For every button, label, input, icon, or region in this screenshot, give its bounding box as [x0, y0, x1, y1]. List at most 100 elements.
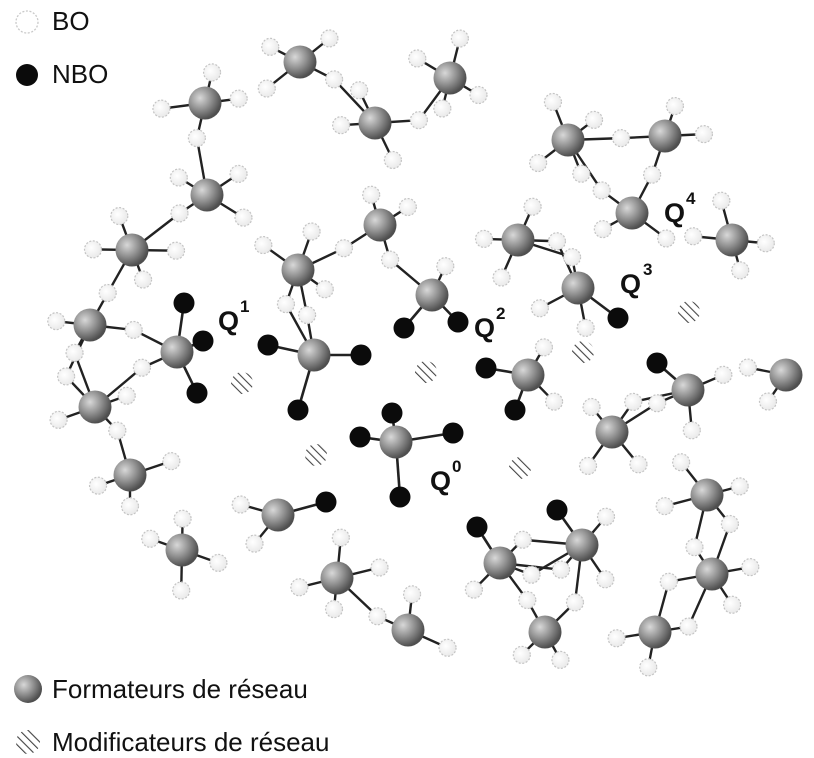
bridging-oxygen: [298, 305, 317, 325]
bridging-oxygen: [65, 343, 84, 362]
bridging-oxygen: [245, 534, 264, 553]
bridging-oxygen: [173, 509, 192, 528]
network-former: [615, 196, 649, 230]
bridging-oxygen: [229, 164, 248, 184]
network-modifier: [415, 361, 437, 383]
bridging-oxygen: [383, 150, 402, 170]
bridging-oxygen: [758, 392, 778, 411]
bridging-oxygen: [132, 358, 152, 377]
bridging-oxygen: [117, 386, 136, 405]
bridging-oxygen: [685, 538, 704, 557]
network-former: [695, 557, 729, 591]
bridging-oxygen: [209, 553, 228, 572]
bridging-oxygen: [730, 477, 749, 496]
non-bridging-oxygen: [447, 311, 469, 333]
bo-swatch-icon: [15, 9, 39, 34]
bridging-oxygen: [47, 312, 66, 331]
bridging-oxygen: [544, 392, 564, 411]
network-former: [501, 223, 535, 257]
bridging-oxygen: [331, 528, 350, 547]
bridging-oxygen: [261, 37, 280, 56]
bridging-oxygen: [572, 164, 591, 183]
legend-bo: BO: [8, 6, 90, 37]
bridging-oxygen: [731, 261, 750, 280]
former-swatch-icon: [14, 675, 42, 703]
bridging-oxygen: [738, 358, 757, 377]
network-former: [595, 415, 629, 449]
bridging-oxygen: [170, 204, 189, 223]
bridging-oxygen: [720, 514, 740, 534]
bridging-oxygen: [584, 110, 604, 129]
bridging-oxygen: [450, 29, 469, 48]
non-bridging-oxygen: [315, 491, 337, 513]
network-modifier: [572, 341, 594, 363]
bridging-oxygen: [49, 410, 68, 429]
svg-text:Q: Q: [474, 313, 495, 343]
bridging-oxygen: [436, 257, 455, 276]
network-former: [671, 373, 705, 407]
bridging-oxygen: [611, 129, 631, 148]
non-bridging-oxygen: [381, 402, 403, 424]
svg-text:4: 4: [686, 189, 696, 208]
network-former: [73, 308, 107, 342]
bridging-oxygen: [370, 558, 389, 577]
network-former: [188, 86, 222, 120]
non-bridging-oxygen: [466, 516, 488, 538]
bridging-oxygen: [398, 197, 417, 217]
network-modifier: [305, 444, 327, 466]
network-former: [78, 390, 112, 424]
non-bridging-oxygen: [393, 317, 415, 339]
bridging-oxygen: [551, 650, 570, 669]
bridging-oxygen: [187, 128, 206, 148]
network-former: [638, 615, 672, 649]
bridging-oxygen: [57, 367, 76, 386]
svg-text:Q: Q: [664, 198, 685, 228]
network-former: [160, 335, 194, 369]
bridging-oxygen: [408, 49, 427, 68]
network-former: [115, 233, 149, 267]
atoms-layer: [47, 29, 803, 677]
bridging-oxygen: [162, 452, 181, 471]
bridging-oxygen: [368, 607, 387, 626]
bridging-oxygen: [229, 89, 248, 108]
bridging-oxygen: [302, 222, 321, 241]
bridging-oxygen: [334, 239, 354, 258]
network-modifier: [509, 457, 531, 479]
network-former: [528, 615, 562, 649]
legend-formers: Formateurs de réseau: [8, 673, 308, 705]
svg-text:1: 1: [240, 297, 249, 316]
bridging-oxygen: [512, 645, 531, 664]
bridging-oxygen: [684, 227, 703, 246]
bridging-oxygen: [522, 565, 541, 584]
svg-text:0: 0: [452, 457, 461, 476]
non-bridging-oxygen: [646, 352, 668, 374]
network-former: [511, 358, 545, 392]
network-former: [565, 528, 599, 562]
bridging-oxygen: [592, 181, 611, 200]
bridging-oxygen: [665, 96, 685, 116]
svg-text:Q: Q: [218, 306, 239, 336]
non-bridging-oxygen: [350, 344, 372, 366]
bridging-oxygen: [596, 570, 615, 589]
bridging-oxygen: [576, 318, 595, 337]
non-bridging-oxygen: [192, 330, 214, 352]
non-bridging-oxygen: [186, 382, 208, 404]
bridging-oxygen: [712, 191, 731, 210]
network-former: [648, 119, 682, 153]
network-former: [281, 253, 315, 287]
bridging-oxygen: [133, 270, 153, 289]
bridging-oxygen: [756, 234, 775, 253]
network-modifier: [678, 301, 700, 323]
bridging-oxygen: [639, 658, 658, 677]
bridging-oxygen: [380, 250, 400, 269]
modifier-swatch-icon: [16, 729, 40, 754]
legend-modifiers-label: Modificateurs de réseau: [52, 727, 330, 757]
bridging-oxygen: [694, 125, 714, 144]
bridging-oxygen: [655, 497, 674, 516]
non-bridging-oxygen: [349, 426, 371, 448]
bridging-oxygen: [492, 268, 511, 287]
legend-nbo: NBO: [8, 59, 108, 90]
bridging-oxygen: [331, 116, 351, 135]
bridging-oxygen: [169, 168, 188, 187]
bridging-oxygen: [409, 111, 428, 130]
